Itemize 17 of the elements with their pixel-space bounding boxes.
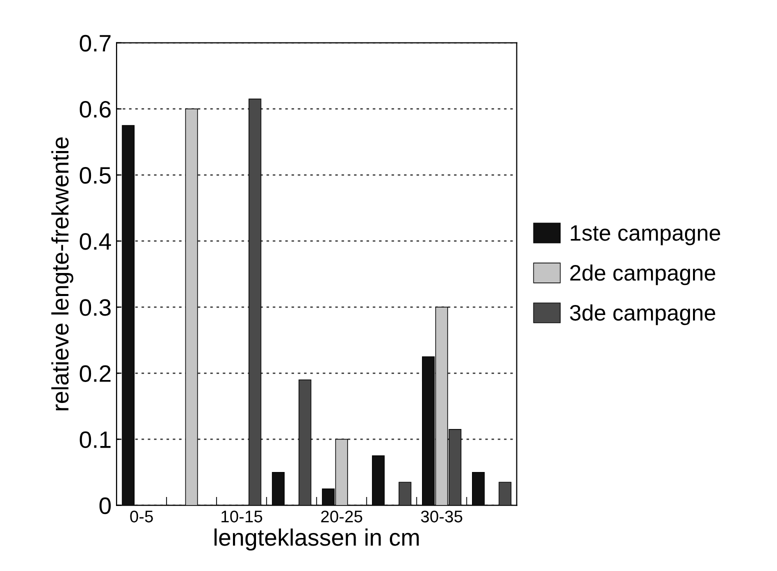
x-tick-label: 0-5	[130, 510, 153, 522]
y-tick-label: 0.5	[80, 167, 111, 184]
y-tick-label: 0.1	[80, 431, 111, 448]
y-tick-label: 0.2	[80, 365, 111, 382]
x-tick-label: 10-15	[222, 510, 262, 522]
y-tick-label: 0.7	[80, 34, 111, 52]
y-tick-label: 0.3	[80, 299, 111, 316]
y-tick-label: 0	[99, 497, 111, 514]
x-axis-title: lengteklassen in cm	[214, 528, 419, 551]
x-tick-label: 20-25	[321, 510, 362, 522]
x-tick-label: 30-35	[421, 510, 462, 522]
legend-label: 3de campagne	[570, 304, 716, 326]
y-tick-label: 0.4	[80, 233, 111, 250]
legend-label: 1ste campagne	[570, 225, 720, 246]
legend-label: 2de campagne	[570, 264, 716, 286]
y-tick-label: 0.6	[80, 100, 111, 118]
y-axis-title: relatieve lengte-frekwentie	[51, 137, 74, 410]
